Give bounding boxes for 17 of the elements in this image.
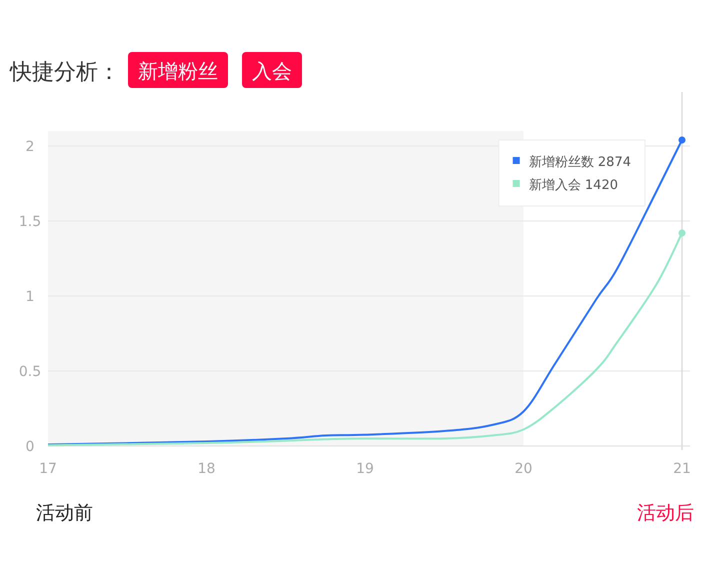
text: 活动后 [637,502,694,524]
legend-label: 新增入会 1420 [528,178,618,193]
legend-label: 新增粉丝数 2874 [528,155,631,170]
text: 活动前 [36,502,93,524]
x-tick-label: 19 [356,461,374,477]
x-tick-label: 21 [673,461,691,477]
x-tick-label: 17 [39,461,57,477]
y-tick-label: 1.5 [18,214,42,230]
y-tick-label: 1 [26,289,34,305]
x-tick-label: 20 [514,461,532,477]
x-tick-label: 18 [198,461,216,477]
y-tick-label: 0.5 [18,364,42,380]
text: 入会 [252,59,292,83]
text: 新增粉丝 [138,59,218,83]
y-tick-label: 2 [26,139,34,155]
chart-title: 快捷分析： [9,60,120,85]
y-tick-label: 0 [26,439,34,455]
